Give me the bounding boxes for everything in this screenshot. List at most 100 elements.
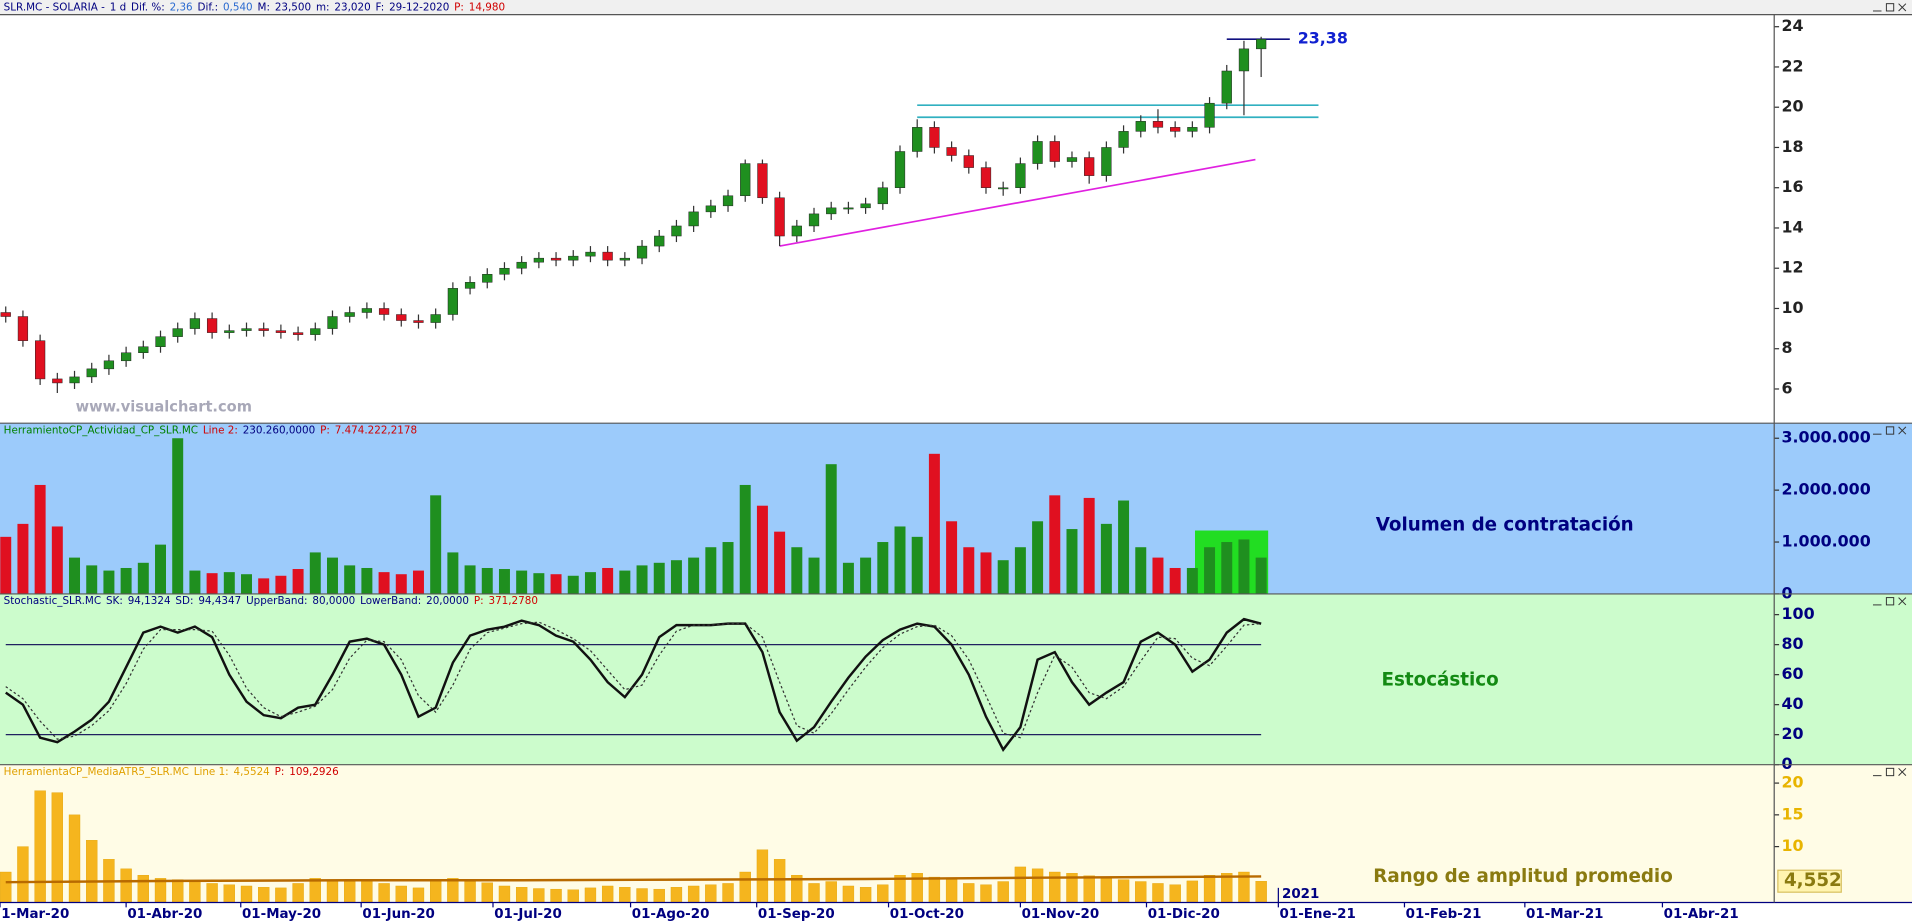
bar xyxy=(481,567,493,594)
bar xyxy=(877,542,889,594)
candle-body xyxy=(1238,48,1250,72)
bar xyxy=(481,882,493,903)
bar xyxy=(258,887,270,903)
bar xyxy=(894,526,906,594)
bar xyxy=(189,881,201,903)
candle-body xyxy=(327,316,338,329)
bar xyxy=(1255,557,1267,594)
bar xyxy=(980,884,992,903)
window-buttons-stochastic[interactable] xyxy=(1872,597,1907,606)
bar xyxy=(17,523,29,594)
candle-body xyxy=(172,328,183,337)
bar xyxy=(928,876,941,903)
window-buttons-volume[interactable] xyxy=(1872,426,1907,435)
bar xyxy=(68,814,81,903)
bar xyxy=(326,879,339,903)
bar xyxy=(1186,880,1199,903)
stochastic-line xyxy=(5,621,1262,740)
candle-body xyxy=(1135,121,1146,132)
bar xyxy=(1255,881,1267,903)
header-text: 23,500 xyxy=(275,1,311,13)
bar xyxy=(51,526,63,594)
bar xyxy=(34,484,46,594)
y-tick-label: 6 xyxy=(1782,378,1793,397)
bar xyxy=(1169,884,1181,903)
candle-body xyxy=(826,207,837,215)
stochastic-panel xyxy=(0,593,1912,765)
y-tick-label: 10 xyxy=(1782,836,1804,855)
candle-body xyxy=(1015,163,1026,188)
candle-body xyxy=(722,195,734,207)
y-tick-label: 24 xyxy=(1782,16,1804,35)
y-tick-label: 14 xyxy=(1782,217,1804,236)
bar xyxy=(1066,529,1078,594)
bar xyxy=(430,495,442,594)
bar xyxy=(670,887,683,903)
bar xyxy=(584,572,596,594)
panel-borders xyxy=(0,14,1912,904)
bar xyxy=(1152,557,1164,594)
bar xyxy=(223,572,235,594)
bar xyxy=(344,565,356,594)
bar xyxy=(275,887,287,903)
header-text: LowerBand: xyxy=(360,595,421,607)
candle-body xyxy=(464,282,476,289)
candle-body xyxy=(430,314,441,323)
header-text: 230.260,0000 xyxy=(243,425,315,437)
bar xyxy=(911,536,923,594)
window-buttons-price[interactable] xyxy=(1872,3,1907,12)
bar xyxy=(1221,542,1233,594)
header-text: M: xyxy=(258,1,270,13)
header-text: 20,0000 xyxy=(426,595,469,607)
y-tick-label: 40 xyxy=(1782,694,1804,713)
bar xyxy=(963,883,975,903)
bar xyxy=(309,878,321,903)
candle-body xyxy=(482,274,493,283)
window-buttons[interactable] xyxy=(1872,3,1907,777)
bar xyxy=(516,570,528,594)
x-tick-label: 01-May-20 xyxy=(242,907,321,922)
x-tick-label: 01-Oct-20 xyxy=(890,907,964,922)
candle-body xyxy=(292,332,304,335)
header-text: HerramientoCP_Actividad_CP_SLR.MC xyxy=(4,425,198,437)
bar xyxy=(258,578,270,594)
candle-body xyxy=(103,360,115,370)
bar xyxy=(1203,874,1216,903)
bar xyxy=(292,569,304,594)
bar xyxy=(17,846,29,903)
bar xyxy=(361,567,373,594)
window-buttons-atr[interactable] xyxy=(1872,767,1907,777)
y-tick-label: 22 xyxy=(1782,56,1804,75)
header-text: 7.474.222,2178 xyxy=(335,425,417,437)
bar xyxy=(825,464,837,594)
candle-body xyxy=(860,203,871,209)
bar xyxy=(619,570,631,594)
last-value-label: 4,552 xyxy=(1784,870,1842,891)
candle-body xyxy=(69,376,80,384)
panel-title: Estocástico xyxy=(1382,670,1499,691)
candle-body xyxy=(877,187,888,205)
y-tick-label: 0 xyxy=(1782,583,1793,602)
header-text: 1 d xyxy=(110,1,126,13)
bar xyxy=(275,575,287,594)
bar xyxy=(429,879,442,903)
header-text: Line 1: xyxy=(194,766,229,778)
candle-body xyxy=(344,312,355,317)
bar xyxy=(120,567,132,594)
header-text: P: xyxy=(474,595,484,607)
header-text: F: xyxy=(376,1,385,13)
bar xyxy=(86,565,98,594)
bar xyxy=(842,562,854,594)
bar xyxy=(1083,875,1095,903)
bar xyxy=(69,557,81,594)
bar xyxy=(1135,547,1147,594)
y-tick-label: 16 xyxy=(1782,177,1804,196)
candle-body xyxy=(206,318,218,333)
candle-body xyxy=(1152,121,1164,128)
header-text: HerramientaCP_MediaATR5_SLR.MC xyxy=(4,766,189,778)
y-tick-label: 100 xyxy=(1782,604,1815,623)
candle-body xyxy=(35,340,46,380)
header-text: m: xyxy=(316,1,330,13)
candle-body xyxy=(499,267,510,275)
header-text: P: xyxy=(454,1,464,13)
